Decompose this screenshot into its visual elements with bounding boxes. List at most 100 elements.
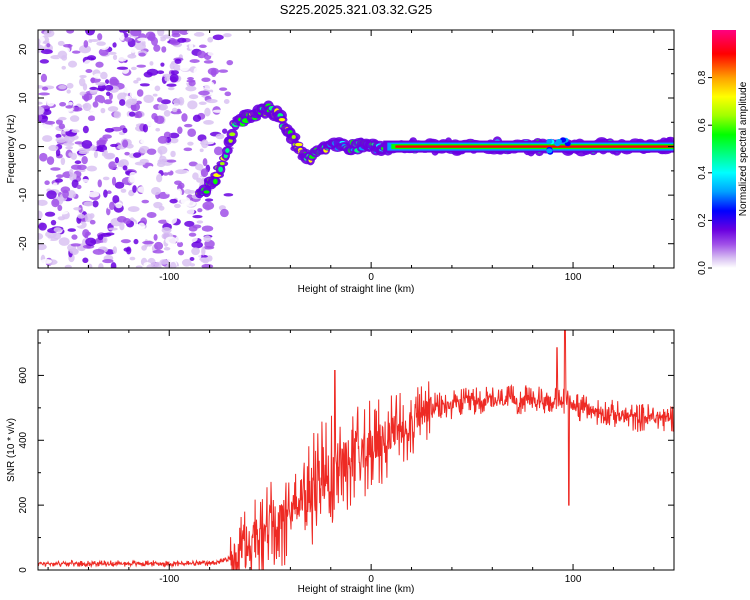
noise-blob (38, 243, 47, 251)
noise-blob (65, 47, 70, 53)
noise-blob (53, 31, 61, 38)
y-tick-label: 600 (18, 367, 29, 384)
noise-blob (125, 95, 132, 100)
noise-blob (42, 109, 52, 116)
track-core (203, 190, 210, 194)
noise-blob (83, 59, 93, 69)
noise-blob (120, 117, 126, 125)
noise-blob (71, 129, 80, 133)
noise-blob (66, 82, 74, 89)
noise-blob (187, 234, 198, 243)
noise-blob (78, 150, 89, 155)
y-tick-label: 0 (18, 567, 29, 573)
noise-blob (96, 41, 106, 46)
noise-blob (122, 139, 129, 148)
noise-blob (152, 249, 164, 254)
noise-blob (122, 127, 128, 134)
noise-blob (112, 195, 120, 204)
noise-blob (40, 259, 52, 264)
noise-blob (143, 108, 151, 114)
noise-blob (192, 114, 202, 122)
noise-blob (109, 76, 119, 85)
noise-blob (177, 241, 184, 248)
noise-blob (38, 199, 48, 206)
spectrogram-frame (37, 29, 675, 269)
noise-blob (115, 202, 123, 209)
noise-blob (157, 97, 163, 103)
noise-blob (163, 110, 171, 117)
noise-blob (188, 80, 196, 87)
noise-blob (93, 150, 98, 159)
x-tick-label: 100 (565, 272, 582, 283)
noise-blob (124, 151, 130, 156)
noise-blob (76, 184, 82, 190)
noise-blob (108, 227, 118, 231)
noise-blob (103, 149, 108, 155)
y-tick-label: 200 (18, 496, 29, 513)
noise-blob (127, 53, 137, 59)
noise-blob (129, 175, 136, 183)
noise-blob (207, 51, 217, 57)
noise-blob (191, 247, 200, 256)
noise-blob (185, 85, 197, 92)
noise-blob (42, 135, 53, 142)
noise-blob (125, 98, 137, 106)
noise-blob (171, 32, 181, 38)
chart-title: S225.2025.321.03.32.G25 (280, 2, 433, 17)
noise-blob (55, 149, 61, 157)
y-tick-label: 10 (18, 92, 29, 104)
noise-blob (109, 201, 115, 211)
noise-blob (122, 218, 131, 225)
noise-blob (167, 87, 175, 91)
noise-blob (60, 157, 66, 166)
noise-blob (71, 50, 81, 54)
noise-blob (55, 119, 63, 125)
noise-blob (58, 123, 66, 130)
noise-blob (198, 101, 207, 106)
noise-blob (85, 30, 95, 36)
noise-blob (41, 86, 49, 91)
noise-blob (154, 85, 161, 92)
noise-blob (71, 222, 82, 227)
noise-blob (100, 71, 108, 80)
noise-blob (122, 165, 128, 171)
track-core (278, 118, 286, 122)
noise-blob (176, 188, 182, 198)
noise-blob (67, 228, 76, 232)
noise-blob (60, 91, 67, 96)
noise-blob (53, 227, 62, 233)
spectrogram-xlabel: Height of straight line (km) (298, 284, 415, 295)
colorbar-tick-label: 0.6 (697, 118, 708, 132)
noise-blob (81, 140, 93, 149)
colorbar-label: Normalized spectral amplitude (738, 81, 749, 216)
noise-blob (170, 70, 179, 75)
noise-blob (202, 201, 215, 210)
noise-blob (136, 77, 141, 82)
noise-blob (73, 207, 82, 211)
noise-blob (78, 66, 90, 76)
noise-blob (40, 124, 53, 130)
noise-blob (197, 208, 203, 213)
noise-blob (46, 190, 57, 200)
noise-blob (189, 257, 195, 262)
noise-blob (56, 210, 69, 215)
noise-blob (184, 220, 195, 227)
noise-blob (38, 106, 45, 115)
noise-blob (199, 148, 204, 153)
noise-blob (179, 63, 190, 72)
noise-blob (156, 174, 163, 183)
noise-blob (107, 106, 119, 112)
noise-blob (52, 232, 62, 240)
noise-blob (68, 35, 80, 41)
noise-blob (212, 109, 224, 113)
x-tick-label: 100 (565, 574, 582, 585)
noise-blob (55, 174, 64, 179)
noise-blob (137, 170, 148, 177)
noise-blob (90, 145, 97, 152)
noise-blob (151, 112, 158, 120)
noise-blob (137, 37, 149, 42)
noise-blob (207, 36, 214, 43)
noise-blob (178, 137, 184, 142)
noise-blob (170, 261, 177, 268)
